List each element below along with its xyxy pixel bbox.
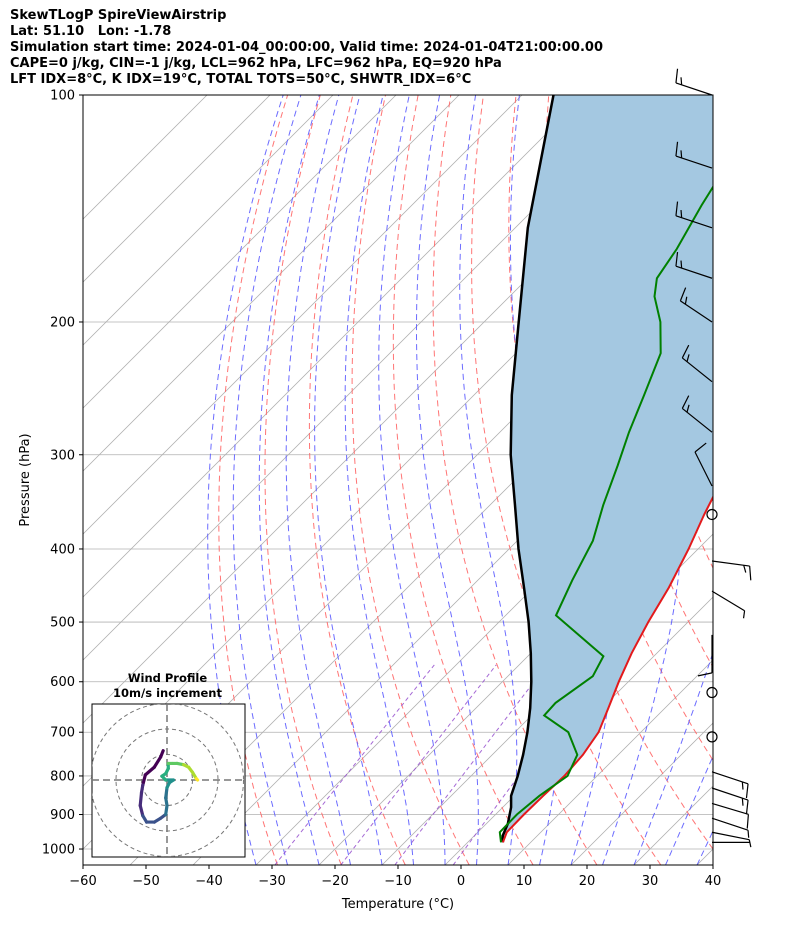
wind-barb: [711, 771, 749, 799]
moist-adiabat: [285, 95, 351, 865]
y-axis-label: Pressure (hPa): [18, 433, 33, 526]
isotherm: [83, 95, 397, 409]
mixing-ratio-line: [274, 664, 435, 865]
hodograph-title: Wind Profile: [128, 671, 208, 685]
isotherm: [83, 95, 523, 535]
x-tick-label: −20: [321, 874, 348, 889]
moist-adiabat: [633, 651, 713, 865]
moist-adiabat: [232, 95, 302, 865]
indices-line-1: CAPE=0 j/kg, CIN=-1 j/kg, LCL=962 hPa, L…: [10, 56, 502, 71]
wind-barb: [675, 68, 713, 96]
chart-title: SkewTLogP SpireViewAirstrip: [10, 8, 227, 23]
dry-adiabat: [777, 95, 794, 865]
cape-cin-shading: [502, 95, 713, 843]
dry-adiabat: [264, 95, 342, 865]
dry-adiabat: [351, 95, 470, 865]
wind-barb-calm: [706, 686, 718, 699]
x-tick-label: 0: [457, 874, 465, 889]
wind-barb: [711, 817, 750, 838]
isotherm: [83, 95, 271, 283]
wind-barb: [694, 442, 713, 487]
wind-barb: [711, 560, 752, 581]
x-tick-label: −10: [384, 874, 411, 889]
y-tick-label: 300: [50, 448, 75, 463]
wind-barb: [711, 590, 746, 619]
hodograph-ring: [92, 704, 244, 857]
indices-line-2: LFT IDX=8°C, K IDX=19°C, TOTAL TOTS=50°C…: [10, 72, 472, 87]
isotherm: [83, 95, 460, 472]
wind-barbs: [675, 68, 752, 848]
x-tick-label: 30: [642, 874, 659, 889]
moist-adiabat: [416, 95, 479, 865]
hodograph-segment: [194, 777, 200, 782]
y-tick-label: 900: [50, 808, 75, 823]
moist-adiabat: [258, 95, 320, 865]
x-tick-label: −60: [69, 874, 96, 889]
plot-area: [83, 95, 794, 865]
wind-barb: [679, 287, 713, 323]
wind-barb: [711, 802, 749, 829]
y-tick-label: 100: [50, 89, 75, 104]
isotherm: [507, 659, 713, 865]
wind-barb: [697, 634, 713, 677]
dry-adiabat: [711, 95, 713, 118]
y-tick-label: 1000: [42, 843, 75, 858]
parcel-profile-line: [501, 95, 555, 843]
x-axis-label: Temperature (°C): [341, 897, 454, 912]
hodograph-segment: [138, 791, 144, 808]
y-tick-label: 600: [50, 675, 75, 690]
dry-adiabat: [392, 95, 534, 865]
moist-adiabat: [314, 95, 383, 865]
isotherm: [83, 95, 586, 598]
x-tick-label: 10: [516, 874, 533, 889]
x-tick-label: −30: [258, 874, 285, 889]
hodograph-segment: [164, 786, 169, 800]
moist-adiabat: [344, 95, 414, 865]
axes: −60 −50 −40 −30 −20 −10 0 10 20 30 40 100 200 300 400 5…: [18, 89, 721, 913]
temperature-line: [501, 495, 713, 843]
wind-barb: [675, 201, 713, 229]
dry-adiabat: [308, 95, 406, 865]
x-tick-label: 20: [579, 874, 596, 889]
y-tick-label: 200: [50, 315, 75, 330]
isotherm: [83, 95, 334, 346]
dry-adiabat: [432, 95, 598, 865]
moist-adiabat: [459, 95, 518, 865]
wind-barb-calm: [706, 731, 718, 743]
hodograph-segment: [152, 755, 163, 769]
wind-barb: [711, 787, 749, 815]
y-tick-label: 400: [50, 542, 75, 557]
mixing-ratio-line: [394, 664, 548, 865]
wind-barb-calm: [706, 508, 718, 521]
location-line: Lat: 51.10 Lon: -1.78: [10, 24, 172, 39]
wind-barb: [681, 395, 713, 433]
dry-adiabat: [218, 95, 289, 865]
y-tick-label: 500: [50, 616, 75, 631]
wind-barb: [711, 831, 752, 848]
y-tick-label: 700: [50, 726, 75, 741]
chart-header: SkewTLogP SpireViewAirstrip Lat: 51.10 L…: [10, 8, 603, 88]
mixing-ratio-line: [340, 664, 497, 865]
hodograph-segment: [141, 773, 147, 787]
x-tick-label: −50: [132, 874, 159, 889]
time-line: Simulation start time: 2024-01-04_00:00:…: [10, 40, 603, 55]
dewpoint-line: [498, 185, 713, 843]
wind-barb: [675, 141, 713, 169]
hodograph-subtitle: 10m/s increment: [113, 686, 222, 700]
wind-barb: [681, 344, 713, 383]
moist-adiabat: [378, 95, 446, 865]
y-tick-label: 800: [50, 769, 75, 784]
dry-adiabat: [745, 95, 794, 865]
isotherm: [83, 95, 649, 661]
hodograph-segment: [143, 765, 156, 777]
x-tick-label: −40: [195, 874, 222, 889]
x-tick-label: 40: [705, 874, 722, 889]
hodograph-segment: [138, 803, 145, 818]
wind-barb: [675, 251, 713, 279]
isotherm: [381, 533, 713, 865]
isotherm: [570, 722, 713, 865]
